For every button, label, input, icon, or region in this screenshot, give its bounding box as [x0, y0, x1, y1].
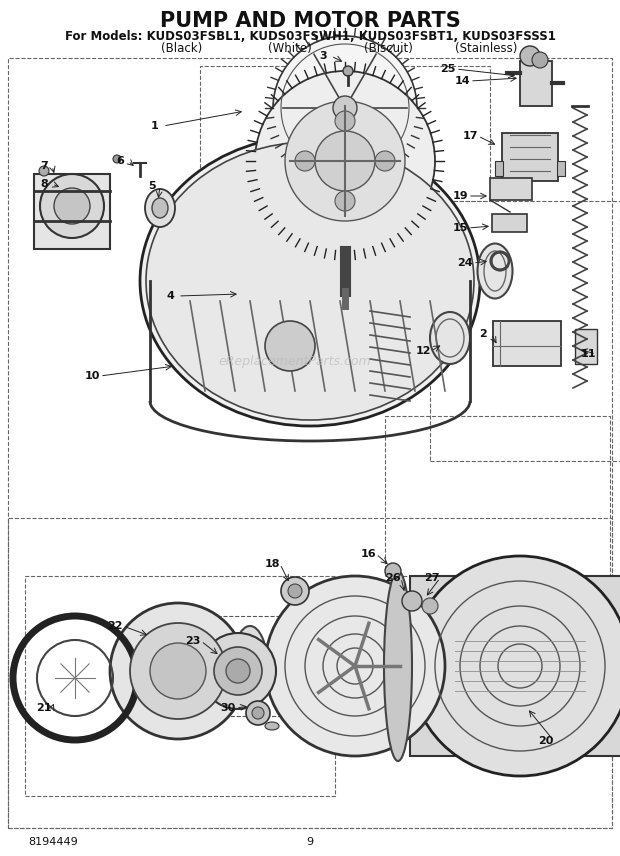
Bar [8, 58, 612, 828]
Ellipse shape [140, 136, 480, 426]
Text: 8194449: 8194449 [28, 837, 78, 847]
Bar [34, 174, 110, 249]
Circle shape [265, 576, 445, 756]
Circle shape [385, 563, 401, 579]
Circle shape [402, 591, 422, 611]
Circle shape [200, 633, 276, 709]
Text: 14: 14 [454, 76, 470, 86]
Text: 26: 26 [385, 573, 401, 583]
Ellipse shape [477, 243, 513, 299]
Ellipse shape [430, 312, 470, 364]
Circle shape [333, 96, 357, 120]
Bar [493, 321, 561, 366]
Circle shape [281, 577, 309, 605]
Bar [502, 133, 558, 181]
Text: 1: 1 [151, 121, 159, 131]
Bar [430, 201, 620, 461]
Circle shape [110, 603, 246, 739]
Text: 10: 10 [84, 371, 100, 381]
Circle shape [54, 188, 90, 224]
Circle shape [150, 643, 206, 699]
Ellipse shape [146, 142, 474, 420]
Bar [385, 416, 610, 576]
Text: 18: 18 [264, 559, 280, 569]
Circle shape [39, 166, 49, 176]
Circle shape [532, 52, 548, 68]
Ellipse shape [384, 571, 412, 761]
Circle shape [113, 155, 121, 163]
Text: (Biscuit): (Biscuit) [363, 41, 412, 55]
Circle shape [410, 556, 620, 776]
Text: 5: 5 [148, 181, 156, 191]
Text: 17: 17 [463, 131, 478, 141]
Text: 11: 11 [580, 349, 596, 359]
Bar [557, 161, 565, 176]
Circle shape [422, 598, 438, 614]
Circle shape [315, 131, 375, 191]
Bar [25, 576, 335, 796]
Circle shape [295, 151, 315, 171]
Text: 4: 4 [166, 291, 174, 301]
Circle shape [226, 659, 250, 683]
Text: 22: 22 [107, 621, 123, 631]
Bar [575, 329, 597, 364]
Bar [520, 61, 552, 106]
Ellipse shape [232, 626, 267, 706]
Bar [492, 214, 527, 232]
Text: 20: 20 [538, 736, 554, 746]
Ellipse shape [152, 198, 168, 218]
Circle shape [343, 66, 353, 76]
Circle shape [335, 191, 355, 211]
Bar [8, 518, 612, 828]
Bar [490, 178, 532, 200]
Text: 6: 6 [116, 156, 124, 166]
Text: eReplacementParts.com: eReplacementParts.com [219, 354, 371, 367]
Text: (Stainless): (Stainless) [455, 41, 517, 55]
Bar [195, 616, 320, 716]
Text: PUMP AND MOTOR PARTS: PUMP AND MOTOR PARTS [159, 11, 461, 31]
Circle shape [214, 647, 262, 695]
Text: (Black): (Black) [161, 41, 203, 55]
Text: 23: 23 [185, 636, 201, 646]
Text: 12: 12 [415, 346, 431, 356]
Text: 19: 19 [452, 191, 468, 201]
Circle shape [273, 36, 417, 180]
Text: 3: 3 [319, 51, 327, 61]
Circle shape [255, 71, 435, 251]
Circle shape [40, 174, 104, 238]
Circle shape [265, 321, 315, 371]
Text: 16: 16 [360, 549, 376, 559]
Circle shape [246, 701, 270, 725]
Circle shape [335, 111, 355, 131]
Text: 7: 7 [40, 161, 48, 171]
Bar [410, 576, 620, 756]
Text: 25: 25 [440, 64, 456, 74]
Circle shape [375, 151, 395, 171]
Bar [200, 66, 490, 201]
Circle shape [285, 101, 405, 221]
Text: 30: 30 [220, 703, 236, 713]
Ellipse shape [265, 722, 279, 730]
Text: For Models: KUDS03FSBL1, KUDS03FSWH1, KUDS03FSBT1, KUDS03FSSS1: For Models: KUDS03FSBL1, KUDS03FSWH1, KU… [64, 29, 556, 43]
Ellipse shape [145, 189, 175, 227]
Circle shape [288, 584, 302, 598]
Text: (White): (White) [268, 41, 312, 55]
Circle shape [252, 707, 264, 719]
Text: 2: 2 [479, 329, 487, 339]
Bar [495, 161, 503, 176]
Text: 24: 24 [457, 258, 473, 268]
Text: 8: 8 [40, 179, 48, 189]
Text: 21: 21 [36, 703, 51, 713]
Text: 9: 9 [306, 837, 314, 847]
Circle shape [130, 623, 226, 719]
Circle shape [520, 46, 540, 66]
Text: 27: 27 [424, 573, 440, 583]
Text: 15: 15 [453, 223, 467, 233]
